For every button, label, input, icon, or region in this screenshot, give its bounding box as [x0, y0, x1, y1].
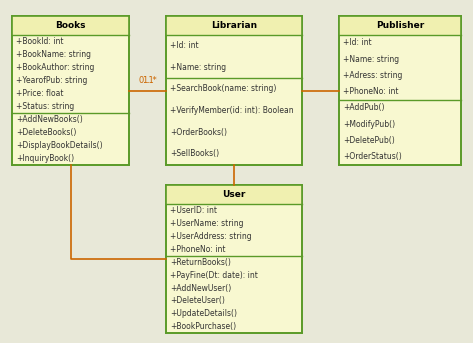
Text: +UserAddress: string: +UserAddress: string — [170, 232, 252, 240]
Text: +Id: int: +Id: int — [170, 41, 199, 50]
Text: +AddNewUser(): +AddNewUser() — [170, 284, 231, 293]
Text: +AddNewBooks(): +AddNewBooks() — [16, 115, 83, 124]
Text: +Adress: string: +Adress: string — [343, 71, 403, 80]
Bar — [166, 185, 302, 333]
Text: +PayFine(Dt: date): int: +PayFine(Dt: date): int — [170, 271, 258, 280]
Text: +BookName: string: +BookName: string — [16, 50, 91, 59]
Bar — [166, 16, 302, 35]
Text: 1..*: 1..* — [142, 76, 157, 85]
Text: +YearofPub: string: +YearofPub: string — [16, 76, 87, 85]
Text: +BookPurchase(): +BookPurchase() — [170, 322, 236, 331]
Text: User: User — [222, 190, 246, 199]
Text: +ReturnBooks(): +ReturnBooks() — [170, 258, 231, 267]
Text: +UserName: string: +UserName: string — [170, 218, 244, 227]
Text: +OrderBooks(): +OrderBooks() — [170, 128, 227, 137]
Text: +DeletePub(): +DeletePub() — [343, 136, 395, 145]
Text: Books: Books — [55, 21, 86, 30]
Text: +SearchBook(name: string): +SearchBook(name: string) — [170, 84, 277, 93]
Text: +Name: string: +Name: string — [343, 55, 399, 64]
Bar — [339, 16, 461, 35]
Text: +Name: string: +Name: string — [170, 63, 226, 72]
Text: +VerifyMember(id: int): Boolean: +VerifyMember(id: int): Boolean — [170, 106, 294, 115]
Bar — [12, 16, 129, 35]
Text: +DisplayBookDetails(): +DisplayBookDetails() — [16, 141, 103, 150]
Text: +InquiryBook(): +InquiryBook() — [16, 154, 74, 163]
Bar — [12, 16, 129, 165]
Text: +PhoneNo: int: +PhoneNo: int — [343, 87, 399, 96]
Text: +SellBooks(): +SellBooks() — [170, 150, 219, 158]
Text: +OrderStatus(): +OrderStatus() — [343, 152, 402, 161]
Text: Publisher: Publisher — [376, 21, 424, 30]
Bar — [339, 16, 461, 165]
Text: Librarian: Librarian — [211, 21, 257, 30]
Text: +BookId: int: +BookId: int — [16, 37, 63, 46]
Text: +UpdateDetails(): +UpdateDetails() — [170, 309, 237, 319]
Text: +Id: int: +Id: int — [343, 38, 372, 47]
Text: +AddPub(): +AddPub() — [343, 103, 385, 113]
Bar — [166, 16, 302, 165]
Text: +DeleteUser(): +DeleteUser() — [170, 296, 225, 306]
Text: +Status: string: +Status: string — [16, 102, 74, 111]
Text: +Price: float: +Price: float — [16, 89, 63, 98]
Text: +ModifyPub(): +ModifyPub() — [343, 120, 395, 129]
Text: +DeleteBooks(): +DeleteBooks() — [16, 128, 76, 137]
Bar — [166, 185, 302, 203]
Text: +UserID: int: +UserID: int — [170, 205, 217, 215]
Text: 0..1: 0..1 — [138, 76, 154, 85]
Text: +BookAuthor: string: +BookAuthor: string — [16, 63, 94, 72]
Text: +PhoneNo: int: +PhoneNo: int — [170, 245, 226, 253]
